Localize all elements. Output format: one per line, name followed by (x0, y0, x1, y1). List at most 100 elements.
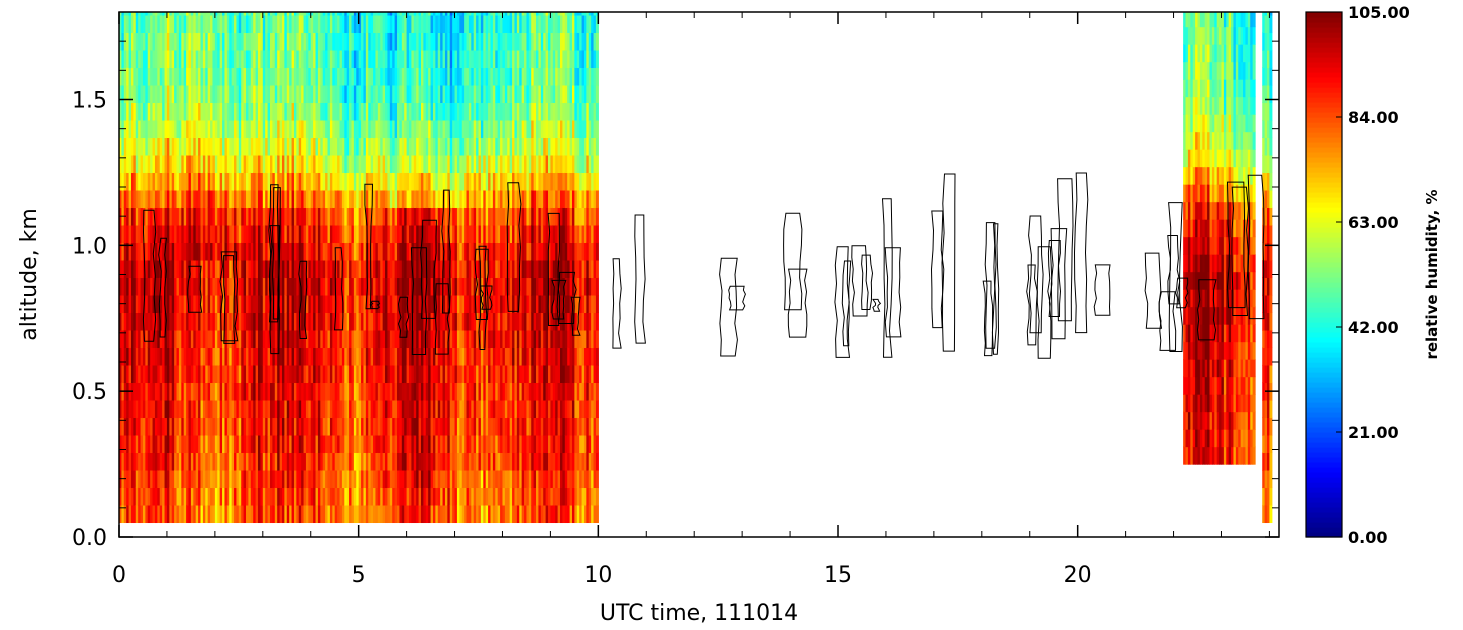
heatmap-cell (169, 259, 173, 279)
heatmap-cell (430, 189, 434, 209)
heatmap-cell (286, 32, 290, 51)
heatmap-cell (301, 417, 305, 436)
heatmap-cell (514, 294, 518, 314)
heatmap-cell (222, 189, 226, 209)
heatmap-cell (416, 382, 420, 401)
heatmap-cell (339, 504, 343, 524)
heatmap-cell (195, 364, 199, 384)
heatmap-cell (289, 504, 293, 524)
heatmap-cell (217, 172, 221, 191)
heatmap-cell (186, 189, 190, 209)
heatmap-cell (171, 469, 175, 489)
heatmap-cell (128, 504, 132, 524)
heatmap-cell (193, 399, 197, 419)
heatmap-cell (169, 294, 173, 314)
heatmap-cell (466, 172, 470, 191)
heatmap-cell (325, 487, 329, 506)
heatmap-cell (447, 84, 451, 104)
heatmap-cell (327, 329, 331, 349)
heatmap-cell (480, 84, 484, 104)
heatmap-cell (420, 259, 424, 279)
heatmap-cell (480, 364, 484, 384)
heatmap-cell (368, 347, 372, 366)
heatmap-cell (353, 14, 357, 34)
heatmap-cell (351, 417, 355, 436)
heatmap-cell (490, 224, 494, 244)
heatmap-cell (164, 67, 168, 86)
heatmap-cell (320, 312, 324, 331)
heatmap-cell (133, 67, 137, 86)
heatmap-cell (341, 84, 345, 104)
heatmap-cell (507, 242, 511, 261)
heatmap-cell (140, 32, 144, 51)
heatmap-cell (159, 312, 163, 331)
heatmap-cell (286, 224, 290, 244)
heatmap-cell (432, 102, 436, 121)
heatmap-cell (238, 102, 242, 121)
heatmap-cell (394, 399, 398, 419)
heatmap-cell (260, 189, 264, 209)
heatmap-cell (495, 294, 499, 314)
heatmap-cell (320, 137, 324, 156)
heatmap-cell (171, 137, 175, 156)
heatmap-cell (138, 207, 142, 226)
heatmap-cell (413, 172, 417, 191)
heatmap-cell (188, 32, 192, 51)
heatmap-cell (478, 32, 482, 51)
heatmap-cell (368, 364, 372, 384)
heatmap-cell (351, 347, 355, 366)
heatmap-cell (126, 14, 130, 34)
heatmap-cell (200, 399, 204, 419)
heatmap-cell (219, 189, 223, 209)
heatmap-cell (310, 312, 314, 331)
heatmap-cell (320, 504, 324, 524)
heatmap-cell (466, 277, 470, 296)
heatmap-cell (363, 504, 367, 524)
heatmap-cell (344, 32, 348, 51)
heatmap-cell (399, 452, 403, 471)
heatmap-cell (150, 417, 154, 436)
heatmap-cell (440, 469, 444, 489)
heatmap-cell (293, 382, 297, 401)
heatmap-cell (322, 487, 326, 506)
heatmap-cell (500, 277, 504, 296)
heatmap-cell (195, 67, 199, 86)
heatmap-cell (119, 504, 122, 524)
heatmap-cell (303, 347, 307, 366)
heatmap-cell (200, 12, 204, 16)
heatmap-cell (210, 277, 214, 296)
heatmap-cell (176, 207, 180, 226)
heatmap-cell (373, 294, 377, 314)
heatmap-cell (284, 119, 288, 139)
heatmap-cell (162, 189, 166, 209)
heatmap-cell (471, 172, 475, 191)
heatmap-cell (454, 504, 458, 524)
heatmap-cell (286, 434, 290, 454)
heatmap-cell (509, 487, 513, 506)
heatmap-cell (468, 242, 472, 261)
heatmap-cell (291, 119, 295, 139)
heatmap-cell (373, 14, 377, 34)
heatmap-cell (375, 12, 379, 16)
heatmap-cell (152, 67, 156, 86)
heatmap-cell (444, 14, 448, 34)
heatmap-cell (246, 67, 250, 86)
heatmap-cell (119, 137, 122, 156)
heatmap-cell (317, 14, 321, 34)
heatmap-cell (262, 172, 266, 191)
heatmap-cell (334, 259, 338, 279)
heatmap-cell (308, 399, 312, 419)
heatmap-cell (394, 49, 398, 69)
heatmap-cell (488, 49, 492, 69)
heatmap-cell (423, 137, 427, 156)
heatmap-cell (214, 294, 218, 314)
heatmap-cell (212, 102, 216, 121)
heatmap-cell (447, 102, 451, 121)
heatmap-cell (428, 277, 432, 296)
heatmap-cell (478, 207, 482, 226)
heatmap-cell (315, 452, 319, 471)
heatmap-cell (416, 12, 420, 16)
heatmap-cell (471, 207, 475, 226)
heatmap-cell (310, 172, 314, 191)
heatmap-cell (207, 364, 211, 384)
